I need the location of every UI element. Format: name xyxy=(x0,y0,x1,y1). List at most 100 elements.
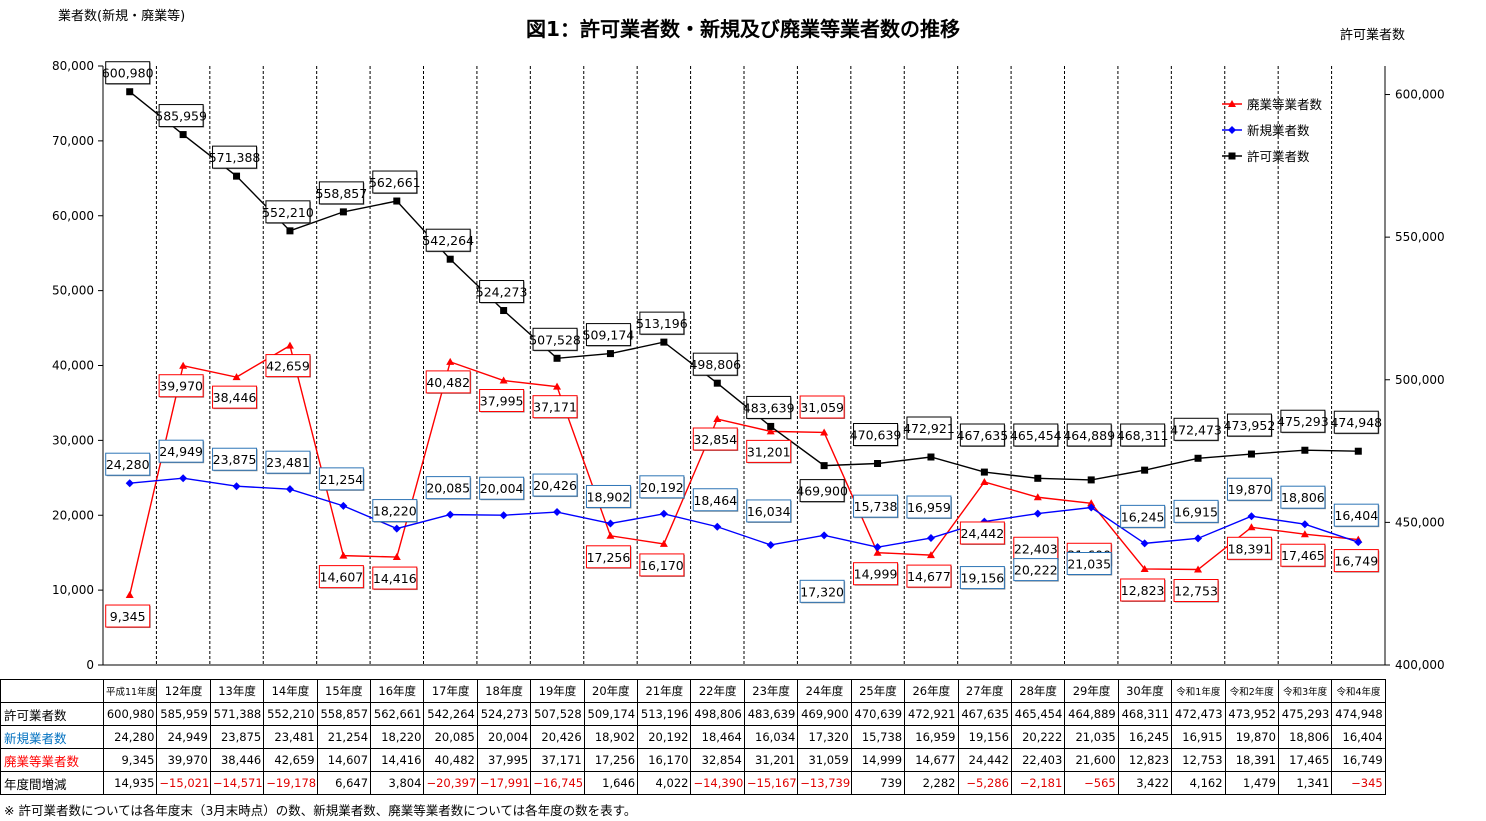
point-kyoka xyxy=(339,208,347,216)
data-label-1-box xyxy=(1280,485,1326,509)
table-year-header: 20年度 xyxy=(583,679,639,703)
data-label-2-box xyxy=(372,170,418,194)
data-label-2-box xyxy=(479,280,525,304)
data-label-2: 600,980 xyxy=(102,66,154,81)
table-year-header: 27年度 xyxy=(957,679,1012,703)
data-label-2-box xyxy=(425,228,471,252)
data-label-2-box xyxy=(799,479,845,503)
table-cell: 474,948 xyxy=(1331,702,1386,726)
table-row-label: 新規業者数 xyxy=(0,725,104,749)
series-line-0 xyxy=(129,344,1359,596)
data-label-0: 9,345 xyxy=(110,609,146,624)
point-shinki xyxy=(1300,520,1309,529)
table-year-header: 14年度 xyxy=(263,679,318,703)
point-haigyo xyxy=(179,361,188,369)
data-label-2: 464,889 xyxy=(1063,428,1115,443)
table-cell: −14,390 xyxy=(690,771,745,795)
table-cell: 4,162 xyxy=(1171,771,1226,795)
table-cell: 22,403 xyxy=(1010,748,1066,772)
data-label-2: 507,528 xyxy=(529,332,581,347)
table-cell: 9,345 xyxy=(102,748,158,772)
data-label-0-box xyxy=(1280,543,1326,567)
data-label-0-box xyxy=(906,564,952,588)
data-label-1-box xyxy=(425,476,471,500)
data-label-1: 20,192 xyxy=(640,480,684,495)
table-row-label: 年度間増減 xyxy=(0,771,104,795)
point-shinki xyxy=(659,509,668,518)
point-kyoka xyxy=(820,462,828,470)
table-year-header: 19年度 xyxy=(530,679,585,703)
table-cell: 20,085 xyxy=(423,725,478,749)
table-cell: 2,282 xyxy=(904,771,959,795)
data-label-1-box xyxy=(265,450,311,474)
data-label-2: 468,311 xyxy=(1117,428,1169,443)
data-label-0: 31,201 xyxy=(747,444,791,459)
legend-label: 許可業者数 xyxy=(1247,149,1310,164)
data-label-1: 18,464 xyxy=(693,493,737,508)
table-cell: 20,192 xyxy=(637,725,692,749)
table-cell: 507,528 xyxy=(530,702,585,726)
table-corner xyxy=(0,679,104,703)
table-row: 廃業等業者数 9,345 39,970 38,446 42,659 14,607 14,41… xyxy=(0,748,1386,772)
point-shinki xyxy=(606,519,615,528)
table-cell: 21,254 xyxy=(316,725,372,749)
point-haigyo xyxy=(232,373,241,381)
data-label-0: 16,749 xyxy=(1334,554,1378,569)
point-shinki xyxy=(926,534,935,543)
data-label-0-box xyxy=(692,427,738,451)
table-cell: −2,181 xyxy=(1010,771,1066,795)
table-cell: 42,659 xyxy=(263,748,318,772)
table-cell: 14,607 xyxy=(316,748,372,772)
right-tick-label: 600,000 xyxy=(1395,88,1445,102)
table-cell: 19,870 xyxy=(1224,725,1279,749)
data-label-1-box xyxy=(959,566,1005,590)
left-tick-label: 0 xyxy=(86,658,94,672)
data-label-2: 467,635 xyxy=(957,428,1009,443)
table-cell: 40,482 xyxy=(423,748,478,772)
data-label-2-box xyxy=(639,311,685,335)
data-label-2: 509,174 xyxy=(583,328,635,343)
right-tick-label: 550,000 xyxy=(1395,230,1445,244)
point-kyoka xyxy=(660,338,668,346)
data-label-1: 16,959 xyxy=(907,500,951,515)
data-label-2: 472,473 xyxy=(1170,422,1222,437)
table-year-header: 29年度 xyxy=(1064,679,1119,703)
data-label-0: 12,823 xyxy=(1121,583,1165,598)
data-label-2-box xyxy=(1013,423,1059,447)
point-shinki xyxy=(232,482,241,491)
data-label-1: 20,426 xyxy=(533,478,577,493)
point-haigyo xyxy=(125,591,134,599)
data-label-1: 19,870 xyxy=(1228,482,1272,497)
data-label-2-box xyxy=(265,200,311,224)
table-cell: 19,156 xyxy=(957,725,1012,749)
data-label-2: 542,264 xyxy=(422,233,474,248)
point-kyoka xyxy=(393,197,401,205)
point-haigyo xyxy=(1140,564,1149,572)
legend-marker xyxy=(1228,152,1236,160)
point-haigyo xyxy=(820,428,829,436)
data-label-1: 21,254 xyxy=(320,472,364,487)
data-label-1: 24,949 xyxy=(159,444,203,459)
table-year-header: 28年度 xyxy=(1010,679,1066,703)
data-label-0: 14,416 xyxy=(373,571,417,586)
data-label-1: 24,280 xyxy=(106,457,150,472)
table-year-header: 26年度 xyxy=(904,679,959,703)
data-label-1-box xyxy=(1226,477,1272,501)
data-label-1: 20,004 xyxy=(480,481,524,496)
data-label-0: 32,854 xyxy=(693,432,737,447)
legend-label: 廃業等業者数 xyxy=(1247,97,1323,112)
table-cell: 24,280 xyxy=(102,725,158,749)
data-label-0: 31,059 xyxy=(800,400,844,415)
table-cell: 4,022 xyxy=(637,771,692,795)
table-cell: 18,464 xyxy=(690,725,745,749)
data-label-2: 475,293 xyxy=(1277,414,1329,429)
point-kyoka xyxy=(767,422,775,430)
table-cell: 475,293 xyxy=(1277,702,1333,726)
data-label-0: 12,753 xyxy=(1174,584,1218,599)
right-tick-label: 450,000 xyxy=(1395,515,1445,529)
point-shinki xyxy=(713,522,722,531)
table-cell: −14,571 xyxy=(209,771,265,795)
table-cell: 470,639 xyxy=(850,702,906,726)
table-cell: 18,902 xyxy=(583,725,639,749)
data-label-1: 15,738 xyxy=(854,499,898,514)
